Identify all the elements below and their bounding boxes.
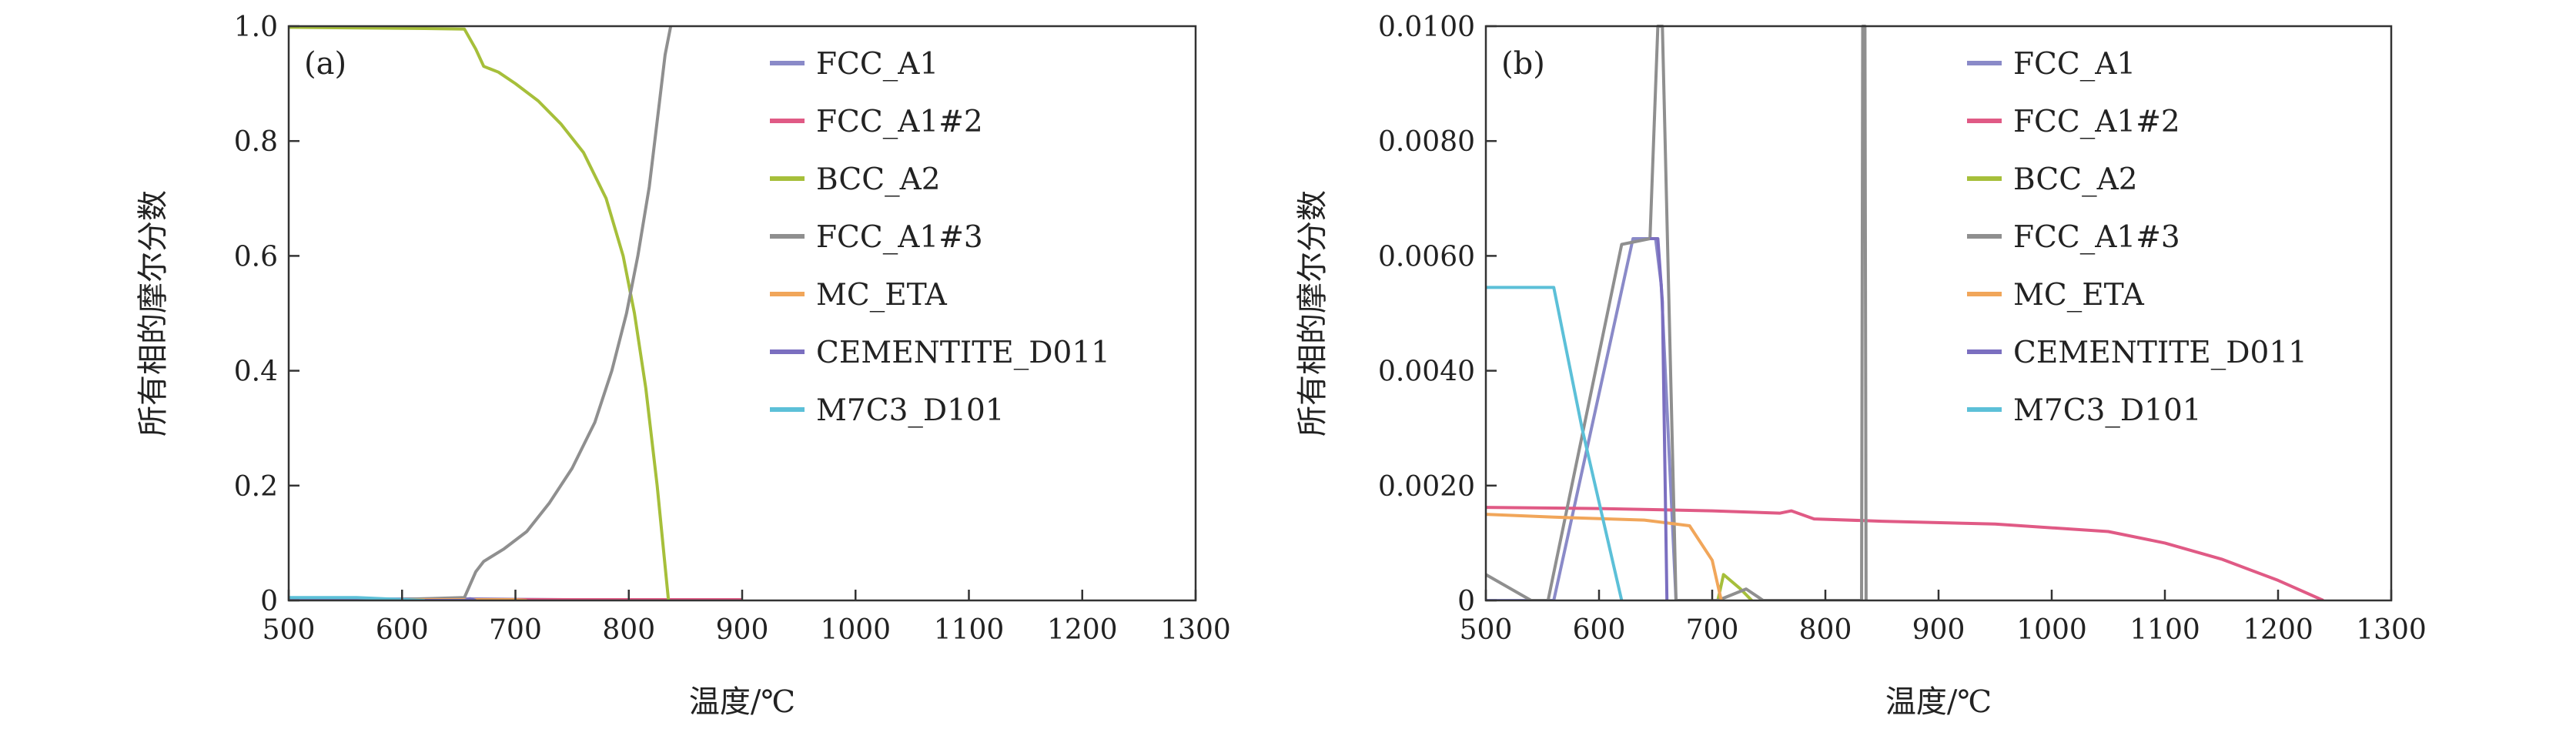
legend: FCC_A1 FCC_A1#2 BCC_A2 FCC_A1#3 MC_ETA CEMENT… — [770, 47, 1110, 428]
y-axis-label: 所有相的摩尔分数 — [1295, 190, 1330, 436]
x-tick-label: 1000 — [2016, 614, 2087, 646]
legend-entry: MC_ETA — [816, 278, 948, 313]
y-tick-label: 0 — [1457, 586, 1475, 617]
x-axis-label: 温度/℃ — [689, 684, 795, 720]
x-tick-label: 1200 — [1047, 614, 1118, 646]
series-line-bcc-a2 — [1716, 573, 1753, 600]
x-tick-label: 500 — [1460, 614, 1513, 646]
y-tick-label: 0.0040 — [1378, 356, 1475, 388]
y-tick-label: 0.8 — [234, 126, 278, 158]
x-tick-label: 800 — [602, 614, 655, 646]
legend-entry: FCC_A1 — [2013, 47, 2136, 82]
x-tick-label: 700 — [1686, 614, 1739, 646]
y-axis-label: 所有相的摩尔分数 — [135, 190, 171, 436]
x-tick-label: 700 — [489, 614, 542, 646]
legend-entry: M7C3_D101 — [816, 393, 1005, 428]
x-tick-label: 900 — [1912, 614, 1965, 646]
plot-frame — [287, 25, 1197, 602]
y-tick-label: 1.0 — [234, 12, 278, 43]
x-tick-label: 900 — [716, 614, 769, 646]
x-tick-label: 1100 — [934, 614, 1005, 646]
y-tick-label: 0.0080 — [1378, 126, 1475, 158]
legend-entry: BCC_A2 — [816, 162, 941, 197]
panel-label: (b) — [1501, 46, 1545, 82]
y-tick-label: 0.6 — [234, 241, 278, 273]
series-line-fcc-a1-3 — [1486, 25, 1868, 600]
x-tick-label: 1100 — [2129, 614, 2200, 646]
series-line-cementite-d011 — [1650, 237, 1669, 600]
y-tick-label: 0.0060 — [1378, 241, 1475, 273]
x-tick-label: 1000 — [820, 614, 891, 646]
legend-entry: FCC_A1#3 — [2013, 220, 2180, 255]
series-line-m7c3-d101 — [1486, 286, 1624, 600]
series-group — [1486, 25, 2324, 600]
legend-entry: M7C3_D101 — [2013, 393, 2202, 428]
chart-panel-b: 500 600 700 800 900 1000 1100 1200 1300 0 0.0020 0.… — [1295, 12, 2427, 720]
series-line-bcc-a2 — [289, 25, 671, 600]
series-line-fcc-a1-2 — [1486, 506, 2324, 600]
legend-entry: CEMENTITE_D011 — [816, 336, 1110, 370]
y-tick-label: 0.0100 — [1378, 12, 1475, 43]
x-tick-label: 1300 — [2356, 614, 2427, 646]
legend-entry: FCC_A1#2 — [2013, 105, 2180, 139]
panel-label: (a) — [304, 46, 346, 82]
legend-entry: FCC_A1#3 — [816, 220, 983, 255]
y-tick-label: 0.0020 — [1378, 471, 1475, 503]
legend-entry: FCC_A1#2 — [816, 105, 983, 139]
y-tick-label: 0 — [260, 586, 278, 617]
legend-entry: BCC_A2 — [2013, 162, 2138, 197]
legend: FCC_A1 FCC_A1#2 BCC_A2 FCC_A1#3 MC_ETA CEMENT… — [1967, 47, 2307, 428]
legend-entry: MC_ETA — [2013, 278, 2145, 313]
x-tick-label: 500 — [263, 614, 316, 646]
legend-entry: FCC_A1 — [816, 47, 938, 82]
x-tick-label: 600 — [1573, 614, 1626, 646]
plot-frame — [1484, 25, 2393, 602]
series-group — [289, 25, 742, 600]
x-axis-label: 温度/℃ — [1885, 684, 1992, 720]
x-tick-label: 1300 — [1160, 614, 1231, 646]
y-tick-label: 0.2 — [234, 471, 278, 503]
y-tick-label: 0.4 — [234, 356, 278, 388]
legend-entry: CEMENTITE_D011 — [2013, 336, 2307, 370]
series-line-fcc-a1-3 — [289, 25, 673, 600]
chart-panel-a: 500 600 700 800 900 1000 1100 1200 1300 0 0.2 0.4 0.… — [135, 12, 1231, 720]
x-tick-label: 600 — [376, 614, 429, 646]
x-tick-label: 1200 — [2243, 614, 2313, 646]
x-tick-label: 800 — [1799, 614, 1852, 646]
